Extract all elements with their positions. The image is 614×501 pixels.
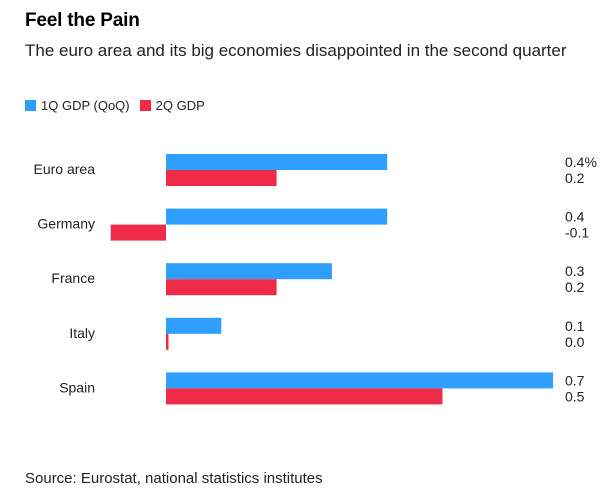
value-label-euro-area-2q: 0.2: [565, 170, 585, 186]
bar-germany-1q: [166, 208, 388, 225]
legend-item-1q-gdp: 1Q GDP (QoQ): [25, 98, 130, 113]
bar-spain-2q: [166, 388, 443, 405]
value-label-france-2q: 0.2: [565, 279, 585, 295]
bar-spain-1q: [166, 372, 554, 389]
bar-italy-1q: [166, 317, 222, 334]
legend-swatch-1q-gdp: [25, 99, 36, 111]
chart-subtitle: The euro area and its big economies disa…: [25, 41, 567, 60]
category-label-spain: Spain: [59, 379, 95, 395]
legend-item-2q-gdp: 2Q GDP: [139, 97, 205, 113]
bar-italy-2q: [166, 333, 169, 350]
chart-title: Feel the Pain: [25, 10, 140, 31]
legend-label-1q-gdp: 1Q GDP (QoQ): [41, 97, 130, 113]
value-label-italy-1q: 0.1: [565, 318, 585, 334]
legend-swatch-2q-gdp: [139, 99, 151, 111]
source-note: Source: Eurostat, national statistics in…: [25, 470, 323, 487]
value-label-euro-area-1q: 0.4%: [565, 154, 597, 170]
value-label-france-1q: 0.3: [565, 263, 585, 279]
category-label-euro-area: Euro area: [34, 161, 96, 177]
bar-euro-area-1q: [166, 154, 388, 170]
legend: 1Q GDP (QoQ) 2Q GDP: [25, 97, 215, 113]
value-label-spain-1q: 0.7: [565, 372, 585, 388]
bar-germany-2q: [110, 224, 166, 241]
value-label-italy-2q: 0.0: [565, 334, 585, 350]
value-label-spain-2q: 0.5: [565, 388, 585, 404]
bar-france-2q: [166, 279, 277, 296]
category-label-france: France: [51, 270, 95, 286]
value-label-germany-2q: -0.1: [565, 225, 589, 241]
value-label-germany-1q: 0.4: [565, 209, 585, 225]
bar-euro-area-2q: [166, 170, 277, 186]
legend-label-2q-gdp: 2Q GDP: [155, 97, 205, 113]
category-label-italy: Italy: [69, 325, 95, 341]
category-label-germany: Germany: [37, 216, 95, 232]
bar-france-1q: [166, 263, 332, 280]
